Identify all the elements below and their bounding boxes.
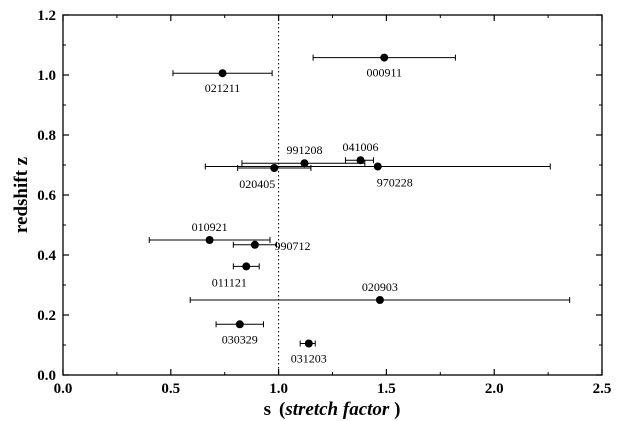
point-label: 991208 (286, 143, 322, 157)
data-point (356, 156, 365, 165)
point-label: 990712 (274, 239, 310, 253)
y-tick-labels: 0.0 0.2 0.4 0.6 0.8 1.0 1.2 (37, 8, 56, 384)
point-label: 000911 (366, 66, 402, 80)
point-labels: 000911 021211 991208 041006 970228 020405 0109… (192, 66, 413, 366)
data-point (373, 162, 382, 171)
x-tick-label: 2.5 (593, 381, 612, 397)
data-point (205, 236, 214, 244)
point-label: 010921 (192, 220, 228, 234)
x-axis-title-italic: stretch factor (284, 399, 390, 420)
point-label: 020903 (362, 280, 398, 294)
y-axis-title: redshift z (11, 156, 32, 233)
point-label: 020405 (239, 177, 275, 191)
y-tick-label: 0.8 (37, 128, 56, 144)
point-label: 970228 (377, 176, 413, 190)
x-tick-label: 1.0 (269, 381, 288, 397)
data-point (300, 159, 309, 168)
data-point (242, 262, 251, 271)
y-tick-label: 0.6 (37, 188, 56, 204)
data-point (250, 240, 259, 249)
x-tick-label: 0.0 (54, 381, 73, 397)
y-tick-label: 1.2 (37, 8, 56, 24)
x-tick-label: 2.0 (485, 381, 504, 397)
point-label: 021211 (205, 81, 241, 95)
plot-frame (62, 14, 603, 376)
point-label: 031203 (291, 352, 327, 366)
error-bars (148, 54, 571, 347)
data-point (304, 339, 313, 348)
data-point (235, 320, 244, 329)
x-axis-title-symbol: s (264, 399, 271, 420)
x-tick-labels: 0.0 0.5 1.0 1.5 2.0 2.5 (54, 381, 612, 397)
x-tick-label: 0.5 (161, 381, 180, 397)
y-tick-label: 0.0 (37, 368, 56, 384)
axis-ticks (62, 14, 603, 376)
x-tick-label: 1.5 (377, 381, 396, 397)
data-points (205, 53, 389, 348)
data-point (375, 296, 384, 304)
data-point (270, 164, 279, 172)
y-tick-label: 0.4 (37, 248, 56, 264)
data-point (218, 69, 227, 78)
data-point (380, 53, 389, 62)
point-label: 030329 (222, 332, 258, 346)
point-label: 011121 (212, 275, 247, 289)
y-tick-label: 1.0 (37, 68, 56, 84)
point-label: 041006 (343, 140, 379, 154)
y-tick-label: 0.2 (37, 308, 56, 324)
plot-border (62, 14, 603, 376)
x-axis-title: s (stretch factor ) (264, 399, 401, 420)
